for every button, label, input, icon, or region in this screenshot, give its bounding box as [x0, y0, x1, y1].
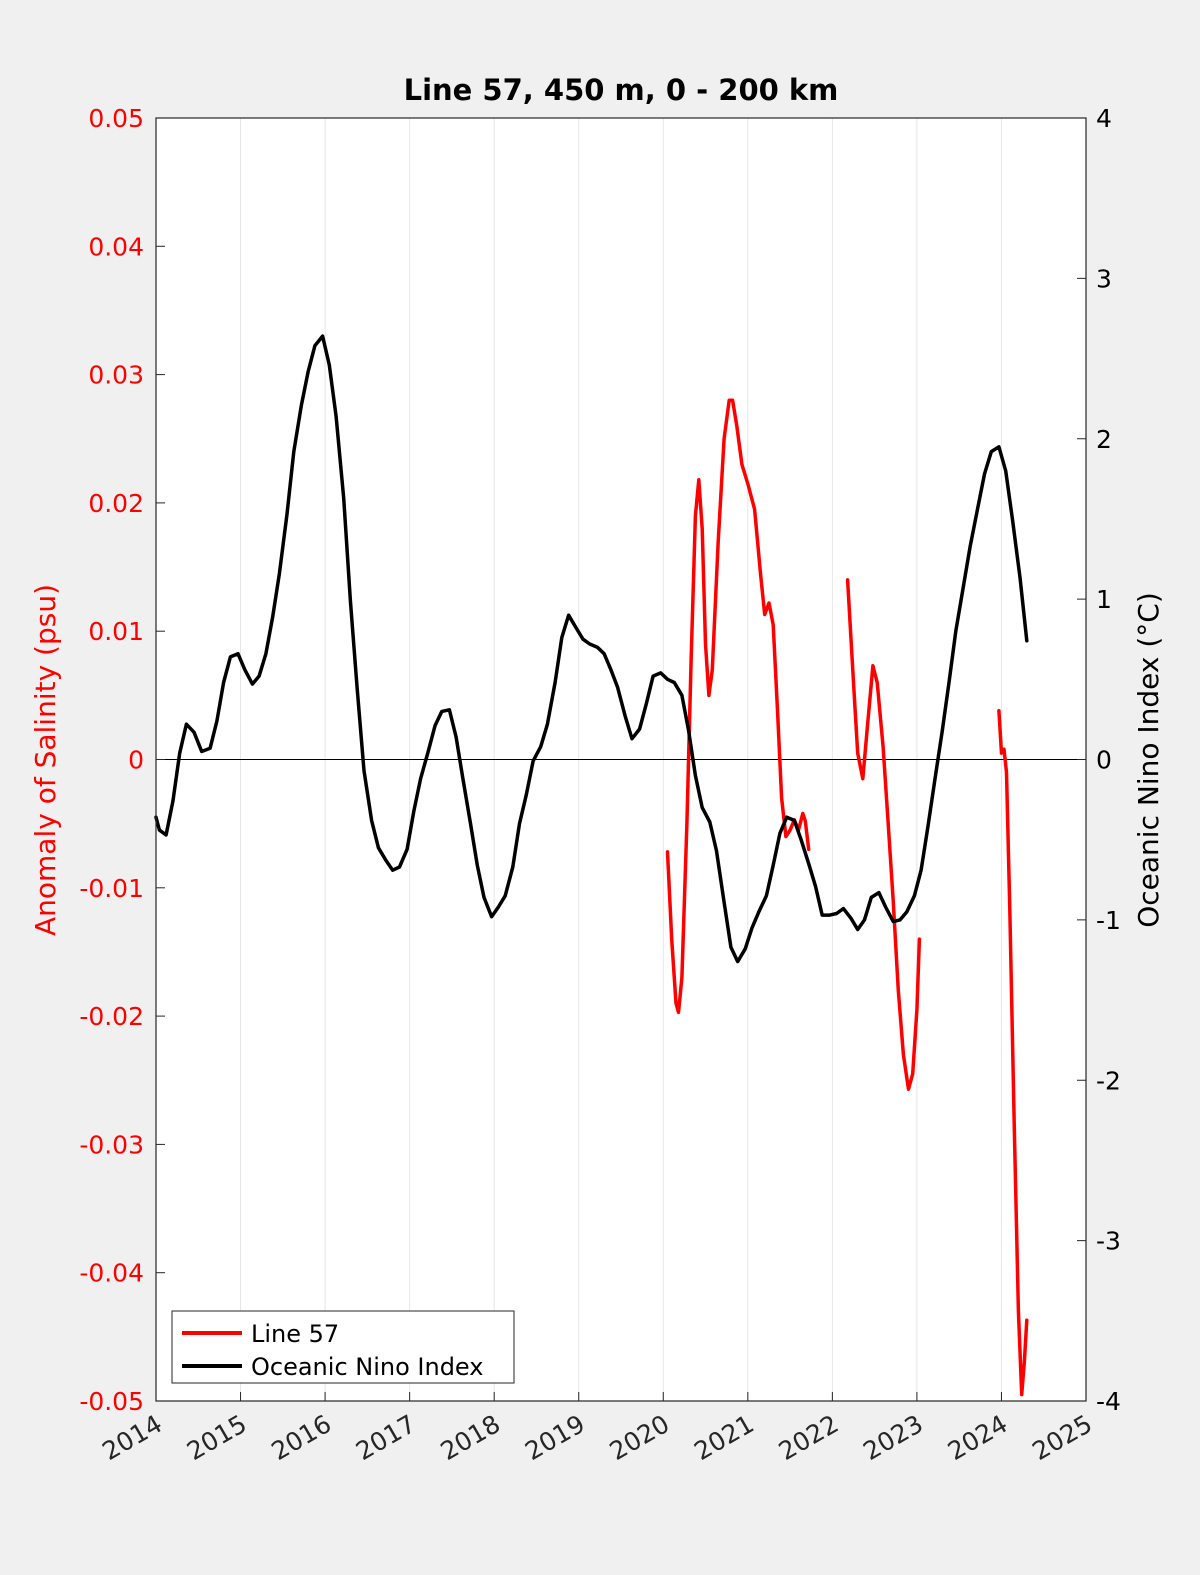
- y-left-tick-label: -0.01: [79, 874, 144, 903]
- legend-label-oni: Oceanic Nino Index: [251, 1353, 483, 1381]
- y-right-tick-label: 3: [1096, 264, 1112, 293]
- series-oni-segment: [154, 334, 1029, 964]
- y-left-tick-label: 0.05: [88, 104, 144, 133]
- y-left-axis-label: Anomaly of Salinity (psu): [29, 584, 62, 936]
- y-right-tick-label: -3: [1096, 1227, 1121, 1256]
- y-right-tick-label: -2: [1096, 1066, 1121, 1095]
- y-right-tick-label: -1: [1096, 906, 1121, 935]
- y-right-tick-label: 2: [1096, 425, 1112, 454]
- y-right-tick-label: 1: [1096, 585, 1112, 614]
- series-line57-segment: [997, 708, 1029, 1397]
- legend: Line 57 Oceanic Nino Index: [171, 1310, 515, 1384]
- y-right-tick-label: 4: [1096, 104, 1112, 133]
- chart-title: Line 57, 450 m, 0 - 200 km: [404, 73, 839, 107]
- y-left-tick-label: 0.02: [88, 489, 144, 518]
- y-right-axis-label: Oceanic Nino Index (°C): [1132, 592, 1165, 928]
- y-left-tick-label: -0.03: [79, 1130, 144, 1159]
- y-left-tick-label: 0: [128, 746, 144, 775]
- y-left-tick-label: 0.03: [88, 361, 144, 390]
- y-left-tick-label: 0.01: [88, 617, 144, 646]
- y-right-tick-label: -4: [1096, 1387, 1121, 1416]
- legend-box: [171, 1310, 515, 1384]
- legend-label-line57: Line 57: [251, 1320, 339, 1348]
- series-line57-segment: [845, 578, 922, 1091]
- series-layer: [154, 334, 1029, 1397]
- y-left-tick-label: -0.04: [79, 1259, 144, 1288]
- y-right-tick-layer: 4 3 2 1 0 -1 -2 -3 -4: [1077, 104, 1121, 1416]
- y-left-tick-label: 0.04: [88, 232, 144, 261]
- y-left-tick-layer: 0.05 0.04 0.03 0.02 0.01 0 -0.01 -0.02 -0.03 -0.0…: [79, 104, 165, 1416]
- y-left-tick-label: -0.02: [79, 1002, 144, 1031]
- y-left-tick-label: -0.05: [79, 1387, 144, 1416]
- y-right-tick-label: 0: [1096, 746, 1112, 775]
